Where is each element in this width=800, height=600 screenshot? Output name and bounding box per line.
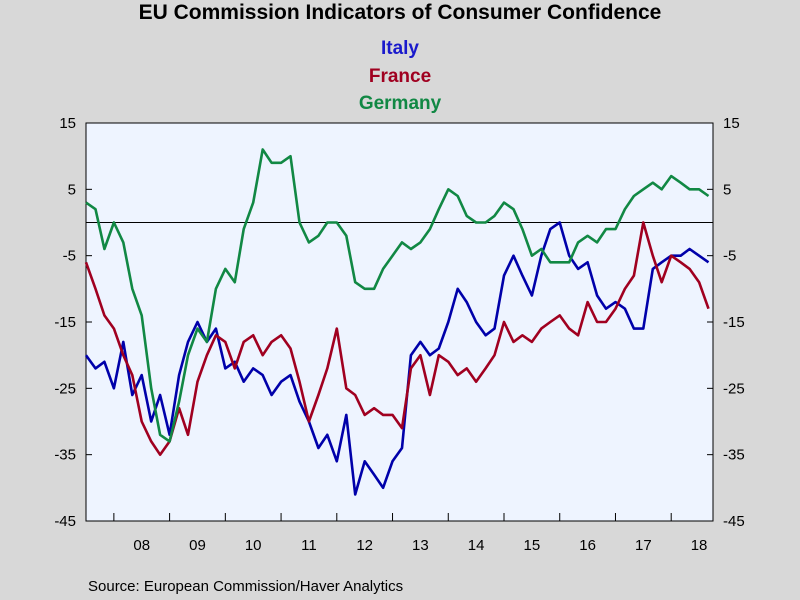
x-tick-label: 15 (524, 537, 541, 554)
y-tick-label-left: -15 (54, 314, 76, 331)
y-tick-label-right: -45 (723, 513, 745, 530)
x-tick-label: 09 (189, 537, 206, 554)
plot-area (85, 122, 714, 522)
y-tick-label-right: -15 (723, 314, 745, 331)
x-tick-label: 18 (691, 537, 708, 554)
source-note: Source: European Commission/Haver Analyt… (88, 578, 404, 595)
y-tick-label-right: -5 (723, 248, 736, 265)
y-tick-label-left: -45 (54, 513, 76, 530)
y-tick-label-left: -5 (63, 248, 76, 265)
series-line-france (84, 221, 710, 457)
x-tick-label: 11 (301, 537, 317, 554)
y-tick-label-right: -35 (723, 447, 745, 464)
y-tick-label-right: 5 (723, 181, 731, 198)
y-tick-label-right: 15 (723, 115, 740, 132)
x-tick-label: 08 (133, 537, 150, 554)
x-tick-label: 12 (356, 537, 373, 554)
legend-germany: Germany (358, 93, 442, 114)
y-tick-label-right: -25 (723, 380, 745, 397)
y-tick-label-left: 5 (68, 181, 76, 198)
y-tick-label-left: 15 (59, 115, 76, 132)
legend-italy: Italy (380, 38, 420, 59)
series-line-germany (85, 148, 710, 443)
x-tick-label: 10 (245, 537, 262, 554)
x-tick-label: 13 (412, 537, 429, 554)
chart-title: EU Commission Indicators of Consumer Con… (138, 1, 662, 24)
x-tick-label: 17 (635, 537, 652, 554)
y-tick-label-left: -35 (54, 447, 76, 464)
legend-france: France (368, 66, 432, 87)
y-tick-label-left: -25 (54, 380, 76, 397)
series-line-italy (84, 221, 710, 496)
x-tick-label: 14 (468, 537, 485, 554)
x-tick-label: 16 (579, 537, 596, 554)
